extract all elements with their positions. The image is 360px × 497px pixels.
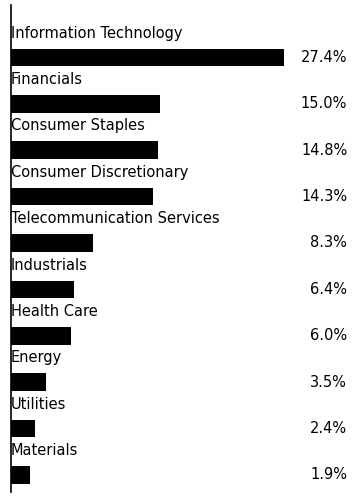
Bar — [11, 327, 71, 344]
Text: Information Technology: Information Technology — [11, 26, 182, 41]
Bar — [11, 141, 158, 159]
Bar — [11, 419, 35, 437]
Text: Consumer Discretionary: Consumer Discretionary — [11, 165, 188, 180]
Text: 14.8%: 14.8% — [301, 143, 347, 158]
Text: Telecommunication Services: Telecommunication Services — [11, 211, 220, 226]
Text: 3.5%: 3.5% — [310, 375, 347, 390]
Text: Materials: Materials — [11, 443, 78, 458]
Text: 15.0%: 15.0% — [301, 96, 347, 111]
Text: Health Care: Health Care — [11, 304, 98, 319]
Text: Energy: Energy — [11, 350, 62, 365]
Text: 2.4%: 2.4% — [310, 421, 347, 436]
Text: 1.9%: 1.9% — [310, 467, 347, 483]
Text: 6.0%: 6.0% — [310, 328, 347, 343]
Bar — [11, 466, 30, 484]
Text: Utilities: Utilities — [11, 397, 66, 412]
Bar — [11, 188, 153, 205]
Text: Financials: Financials — [11, 72, 83, 87]
Text: Consumer Staples: Consumer Staples — [11, 118, 145, 134]
Text: 6.4%: 6.4% — [310, 282, 347, 297]
Bar — [11, 234, 93, 252]
Bar — [11, 95, 160, 113]
Text: Industrials: Industrials — [11, 257, 88, 273]
Text: 8.3%: 8.3% — [310, 236, 347, 250]
Text: 27.4%: 27.4% — [301, 50, 347, 65]
Bar — [11, 49, 284, 66]
Bar — [11, 280, 75, 298]
Text: 14.3%: 14.3% — [301, 189, 347, 204]
Bar — [11, 373, 46, 391]
